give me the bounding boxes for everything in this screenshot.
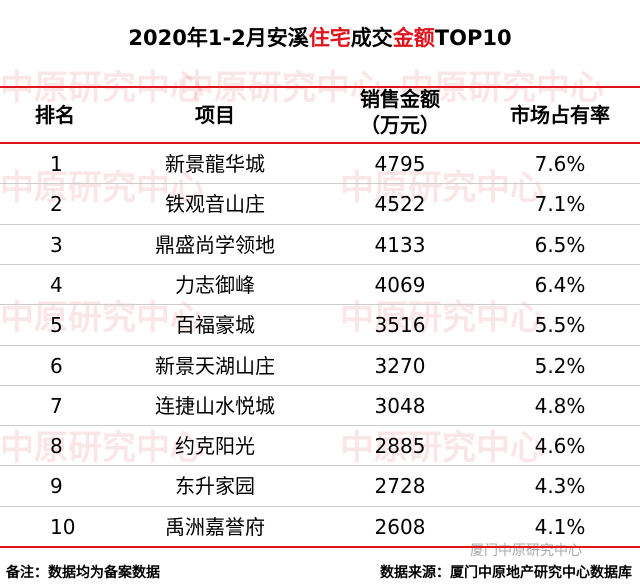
table-cell: 4069 (374, 272, 426, 297)
watermark: 中原研究中心 (400, 68, 604, 108)
header-cell: 排名 (35, 103, 75, 127)
table-cell: 1 (50, 152, 63, 176)
table-cell: 4.6% (534, 434, 586, 459)
table-cell: 铁观音山庄 (165, 192, 265, 217)
table-cell: 4 (50, 272, 63, 297)
rule (0, 505, 640, 507)
table-cell: 禹洲嘉誉府 (165, 514, 265, 539)
table-cell: 2728 (374, 474, 426, 499)
table-cell: 7.6% (534, 152, 586, 176)
rule (0, 86, 640, 88)
table-cell: 5.5% (534, 313, 586, 338)
rule (0, 263, 640, 265)
watermark: 中原研究中心 (340, 168, 544, 208)
table-cell: 6.4% (534, 272, 586, 297)
table-cell: 约克阳光 (175, 434, 255, 459)
header-cell: （万元） (360, 113, 440, 137)
table-cell: 3516 (374, 313, 426, 338)
table-cell: 3048 (374, 393, 426, 418)
table-cell: 力志御峰 (175, 272, 255, 297)
header-cell: 市场占有率 (510, 103, 610, 127)
watermark: 中原研究中心 (0, 428, 204, 468)
table-cell: 4795 (374, 152, 426, 176)
watermark: 中原研究中心 (340, 428, 544, 468)
rule (0, 425, 640, 427)
table-cell: 2608 (374, 514, 426, 539)
table-cell: 7 (50, 393, 63, 418)
table-cell: 东升家园 (175, 474, 255, 499)
table-cell: 百福豪城 (175, 313, 255, 338)
watermark: 中原研究中心 (180, 68, 384, 108)
table-cell: 新景天湖山庄 (155, 353, 275, 378)
watermark: 中原研究中心 (0, 68, 204, 108)
title-part: TOP10 (434, 26, 512, 50)
footer-note: 备注：数据均为备案数据 (6, 565, 160, 581)
rule (0, 546, 640, 548)
table-cell: 4133 (374, 232, 426, 257)
footer-source: 数据来源：厦门中原地产研究中心数据库 (380, 565, 632, 581)
table-cell: 7.1% (534, 192, 586, 217)
table-cell: 鼎盛尚学领地 (155, 232, 275, 257)
rule (0, 465, 640, 467)
table-cell: 3 (50, 232, 63, 257)
table-cell: 4.3% (534, 474, 586, 499)
table-cell: 3270 (374, 353, 426, 378)
table-cell: 4.1% (534, 514, 586, 539)
header-cell: 销售金额 (360, 87, 440, 111)
title-part: 成交 (350, 26, 393, 50)
rule (0, 384, 640, 386)
table-cell: 5 (50, 313, 63, 338)
title-part: 住宅 (308, 26, 351, 50)
rule (0, 304, 640, 306)
table-cell: 连捷山水悦城 (155, 393, 275, 418)
table-cell: 6 (50, 353, 63, 378)
rule (0, 344, 640, 346)
table-cell: 10 (50, 514, 76, 539)
table-cell: 新景龍华城 (165, 152, 265, 176)
watermark: 中原研究中心 (0, 168, 204, 208)
table-cell: 8 (50, 434, 63, 459)
table-cell: 5.2% (534, 353, 586, 378)
table-cell: 6.5% (534, 232, 586, 257)
table-cell: 4.8% (534, 393, 586, 418)
header-cell: 项目 (195, 103, 235, 127)
title-part: 金额 (392, 26, 435, 50)
rule (0, 183, 640, 185)
table-cell: 4522 (374, 192, 426, 217)
table-cell: 9 (50, 474, 63, 499)
table-cell: 2 (50, 192, 63, 217)
rule (0, 223, 640, 225)
title: 2020年1-2月安溪住宅成交金额TOP10 (0, 22, 640, 52)
table-cell: 2885 (374, 434, 426, 459)
title-part: 2020年1-2月安溪 (128, 26, 309, 50)
rule (0, 142, 640, 144)
